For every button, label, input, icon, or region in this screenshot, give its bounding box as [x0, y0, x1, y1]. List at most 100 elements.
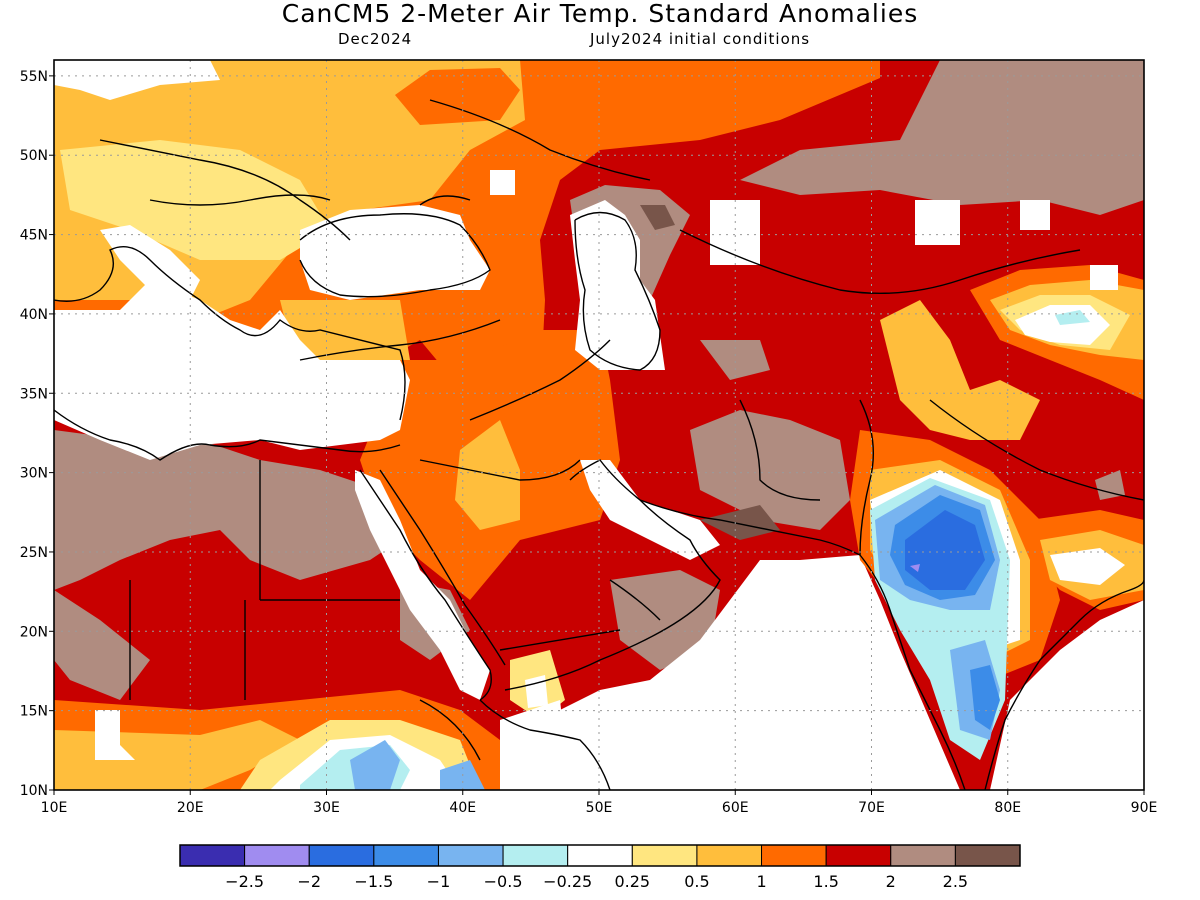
india-west-coast — [859, 554, 966, 790]
coastlines-borders — [54, 99, 1144, 790]
africa-horn-coast — [479, 699, 611, 790]
iran-coast — [639, 499, 861, 556]
aral-sea-mask — [710, 200, 760, 265]
colorbar-label: 0.5 — [684, 872, 709, 891]
anomaly-region-india-south-cold — [970, 665, 1000, 730]
border-turkey — [299, 319, 501, 361]
lon-tick-label: 50E — [586, 800, 613, 816]
med-north-coast — [54, 246, 406, 421]
border-kazakh — [679, 229, 1081, 295]
anomaly-region-tibet-near-normal — [1015, 305, 1110, 345]
colorbar-label: −1 — [427, 872, 451, 891]
anomaly-region-iran-very-strong — [700, 340, 770, 380]
colorbar-swatch — [890, 844, 956, 867]
lat-tick-label: 35N — [20, 386, 48, 402]
anomaly-region-ethiopia-cooler — [350, 740, 400, 790]
lon-tick-label: 10E — [41, 800, 68, 816]
border-saudi-yemen — [499, 629, 621, 651]
mediterranean-mask — [54, 280, 410, 460]
anomaly-region-yemen-near-normal — [525, 675, 548, 708]
colorbar-label: 1.5 — [813, 872, 838, 891]
anomaly-region-arabia-weak — [455, 420, 520, 530]
anomaly-region-arabian-sea-masked — [560, 555, 960, 790]
red-sea-coast — [359, 469, 492, 701]
border-arabia-iraq — [419, 459, 581, 481]
colorbar-swatch — [502, 844, 569, 867]
border-europe-1 — [99, 139, 351, 241]
colorbar-label: −2.5 — [225, 872, 264, 891]
lake-issyk-mask — [1020, 200, 1050, 230]
anomaly-region-north-sea-moderate — [395, 68, 520, 125]
colorbar-label: 1 — [756, 872, 766, 891]
anomaly-region-west-africa-very-strong — [54, 590, 150, 700]
colorbar-swatch — [308, 844, 375, 867]
colorbar-label: −1.5 — [354, 872, 393, 891]
colorbar-label: 2 — [886, 872, 896, 891]
lon-tick-label: 90E — [1131, 800, 1158, 816]
lon-tick-label: 70E — [858, 800, 885, 816]
lon-tick-label: 40E — [449, 800, 476, 816]
anomaly-region-kazakh-very-strong — [740, 60, 1144, 215]
colorbar-label: −0.5 — [484, 872, 523, 891]
border-russia — [429, 99, 651, 181]
map-title: CanCM5 2-Meter Air Temp. Standard Anomal… — [281, 0, 919, 28]
border-iran-afghan — [739, 399, 821, 501]
colorbar-swatch — [954, 844, 1021, 867]
lat-tick-label: 30N — [20, 466, 48, 482]
red-sea-mask — [355, 470, 490, 700]
lat-tick-label: 15N — [20, 704, 48, 720]
border-iran-iraq — [469, 339, 611, 421]
lat-tick-label: 10N — [20, 783, 48, 799]
arabia-coast — [504, 459, 721, 691]
anomaly-region-india-colder — [905, 510, 985, 590]
lon-tick-label: 60E — [722, 800, 749, 816]
north-sea-mask — [54, 60, 220, 100]
india-east-coast — [984, 579, 1144, 790]
anomaly-region-gulf-extreme — [700, 505, 780, 540]
anomaly-region-himalaya-weak — [880, 300, 1040, 440]
border-saudi-oman — [609, 579, 661, 621]
border-europe-2 — [149, 194, 331, 206]
black-sea-coast — [299, 213, 491, 298]
anomaly-region-central-europe-weakest — [60, 140, 330, 260]
colorbar-swatch — [179, 844, 246, 867]
lat-tick-label: 50N — [20, 148, 48, 164]
border-himalaya — [929, 399, 1144, 501]
lat-tick-label: 45N — [20, 228, 48, 244]
lon-tick-label: 30E — [313, 800, 340, 816]
red-sea-east-coast — [379, 469, 506, 666]
initial-conditions: July2024 initial conditions — [590, 30, 811, 48]
anomaly-region-india-coldest — [910, 564, 920, 572]
colorbar-label: −0.25 — [543, 872, 592, 891]
anomaly-region-caspian-extreme — [640, 205, 675, 230]
forecast-month: Dec2024 — [338, 30, 413, 48]
map-frame — [53, 59, 1145, 791]
lat-tick-label: 40N — [20, 307, 48, 323]
anomaly-region-oman-very-strong — [610, 570, 720, 670]
colorbar-swatch — [761, 844, 827, 867]
border-ethiopia — [419, 699, 481, 761]
anomaly-region-bay-of-bengal-masked — [990, 600, 1144, 790]
gulf-of-aden-mask — [500, 700, 570, 790]
lon-tick-label: 80E — [994, 800, 1021, 816]
colorbar-frame — [179, 844, 1021, 867]
colorbar-label: −2 — [297, 872, 321, 891]
med-south-coast — [54, 409, 401, 461]
balkhash-lake-mask — [915, 200, 960, 245]
colorbar-swatch — [373, 844, 439, 867]
tick-labels: 10E 20E 30E 40E 50E 60E 70E 80E 90E 10N 15N 20N 25N 3… — [20, 69, 1158, 816]
coast-sea-of-azov — [419, 195, 471, 206]
black-sea-mask — [300, 205, 490, 300]
colorbar-swatch — [825, 844, 892, 867]
anomaly-region-sahara-very-strong — [54, 430, 400, 590]
caspian-coast — [574, 211, 661, 371]
colorbar-swatch — [567, 844, 633, 867]
small-lake-mask — [1090, 265, 1118, 290]
lat-tick-label: 20N — [20, 624, 48, 640]
colorbar-swatch — [244, 844, 310, 867]
caspian-sea-mask — [570, 200, 665, 370]
colorbar-swatch — [696, 844, 763, 867]
lake-victoria-mask — [95, 710, 135, 760]
colorbar-label: 0.25 — [614, 872, 650, 891]
lat-tick-label: 55N — [20, 69, 48, 85]
